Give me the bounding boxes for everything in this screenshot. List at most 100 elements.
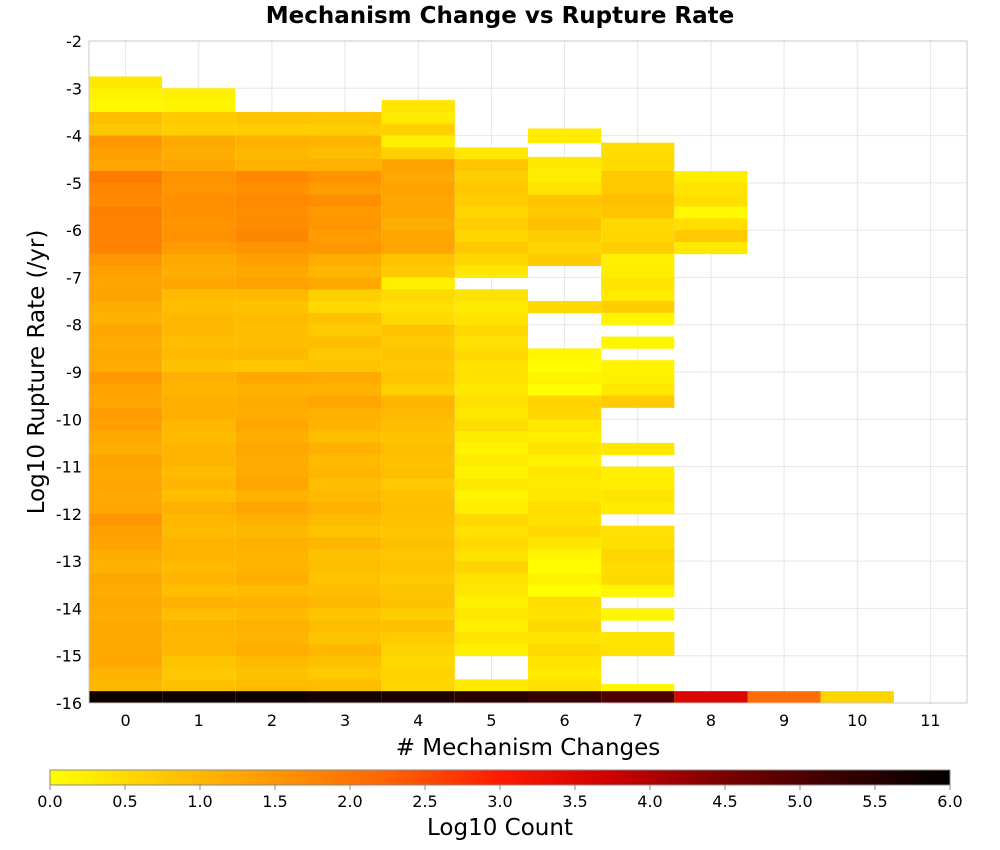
heatmap-cell — [601, 182, 675, 196]
heatmap-cell — [308, 549, 382, 562]
heatmap-cell — [601, 156, 675, 172]
heatmap-cell — [528, 419, 602, 432]
x-tick-label: 6 — [559, 711, 569, 730]
heatmap-cell — [528, 241, 602, 255]
heatmap-cell — [528, 128, 602, 144]
heatmap-cell — [601, 537, 675, 550]
heatmap-cell — [528, 667, 602, 680]
heatmap-cell — [162, 159, 236, 172]
heatmap-cell — [601, 502, 675, 515]
y-tick-label: -4 — [66, 127, 82, 146]
heatmap-cell — [528, 466, 602, 479]
heatmap-cell — [235, 336, 309, 349]
heatmap-cell — [381, 442, 455, 456]
heatmap-cell — [528, 206, 602, 219]
heatmap-cell — [308, 513, 382, 527]
heatmap-cell — [381, 620, 455, 633]
colorbar-tick-label: 4.5 — [712, 792, 737, 811]
heatmap-cell — [308, 679, 382, 692]
heatmap-cell — [162, 100, 236, 113]
heatmap-cell — [381, 395, 455, 408]
heatmap-cell — [454, 159, 528, 172]
heatmap-cell — [89, 111, 163, 125]
heatmap-cell — [235, 289, 309, 302]
heatmap-cell — [528, 442, 602, 456]
heatmap-cell — [162, 147, 236, 160]
heatmap-cell — [454, 431, 528, 444]
heatmap-cell — [89, 513, 163, 527]
heatmap-cell — [162, 336, 236, 349]
heatmap-cell — [162, 608, 236, 621]
heatmap-cell — [89, 561, 163, 574]
heatmap-cell — [381, 525, 455, 538]
heatmap-cell — [162, 596, 236, 609]
colorbar-tick-label: 3.5 — [562, 792, 587, 811]
heatmap-cell — [162, 301, 236, 314]
heatmap-cell — [454, 218, 528, 231]
colorbar-tick-label: 6.0 — [937, 792, 962, 811]
heatmap-cell — [162, 324, 236, 337]
heatmap-cell — [308, 525, 382, 538]
heatmap-cell — [89, 253, 163, 267]
heatmap-cell — [381, 372, 455, 385]
heatmap-cell — [162, 537, 236, 550]
heatmap-cell — [235, 265, 309, 278]
heatmap-cell — [601, 684, 675, 694]
heatmap-cell — [528, 561, 602, 574]
heatmap-cell — [528, 596, 602, 609]
heatmap-cell — [454, 383, 528, 397]
y-tick-label: -7 — [66, 268, 82, 287]
y-tick-label: -3 — [66, 79, 82, 98]
heatmap-cell — [162, 691, 236, 704]
heatmap-cell — [454, 372, 528, 385]
heatmap-cell — [601, 206, 675, 219]
heatmap-cell — [528, 169, 602, 183]
heatmap-cell — [308, 431, 382, 444]
heatmap-cell — [235, 407, 309, 420]
colorbar-tick-label: 2.0 — [337, 792, 362, 811]
heatmap-cell — [162, 88, 236, 101]
heatmap-cell — [308, 253, 382, 267]
heatmap-cell — [308, 395, 382, 408]
x-tick-label: 10 — [847, 711, 867, 730]
heatmap-cell — [235, 442, 309, 456]
x-tick-label: 9 — [779, 711, 789, 730]
heatmap-cell — [162, 135, 236, 148]
heatmap-cell — [89, 159, 163, 172]
heatmap-cell — [308, 360, 382, 373]
heatmap-cell — [674, 241, 748, 255]
colorbar-ticks: 0.0 0.5 1.0 1.5 2.0 2.5 3.0 3.5 4.0 4.5 5.0 5.5 6.0 — [37, 785, 963, 811]
heatmap-cell — [454, 643, 528, 657]
heatmap-cell — [454, 584, 528, 598]
heatmap-cell — [235, 572, 309, 586]
heatmap-cell — [162, 561, 236, 574]
heatmap-cell — [381, 159, 455, 172]
x-tick-label: 11 — [920, 711, 940, 730]
x-tick-label: 7 — [633, 711, 643, 730]
heatmap-cell — [235, 679, 309, 692]
heatmap-cell — [381, 301, 455, 314]
heatmap-cell — [601, 230, 675, 243]
heatmap-cell — [454, 620, 528, 633]
heatmap-cell — [381, 230, 455, 243]
heatmap-cell — [381, 135, 455, 148]
heatmap-cell — [89, 454, 163, 467]
heatmap-cell — [454, 608, 528, 621]
heatmap-cell — [308, 667, 382, 680]
heatmap-cell — [162, 643, 236, 657]
heatmap-cell — [454, 348, 528, 361]
heatmap-cell — [528, 679, 602, 692]
heatmap-cell — [381, 608, 455, 621]
heatmap-cell — [235, 608, 309, 621]
y-tick-label: -8 — [66, 316, 82, 335]
heatmap-cell — [89, 360, 163, 373]
heatmap-cell — [528, 218, 602, 231]
heatmap-cell — [235, 490, 309, 503]
heatmap-cell — [601, 218, 675, 231]
heatmap-cell — [308, 490, 382, 503]
heatmap-cell — [528, 301, 602, 314]
heatmap-cell — [381, 513, 455, 527]
heatmap-cell — [89, 324, 163, 337]
heatmap-cell — [528, 584, 602, 598]
heatmap-cell — [162, 632, 236, 645]
